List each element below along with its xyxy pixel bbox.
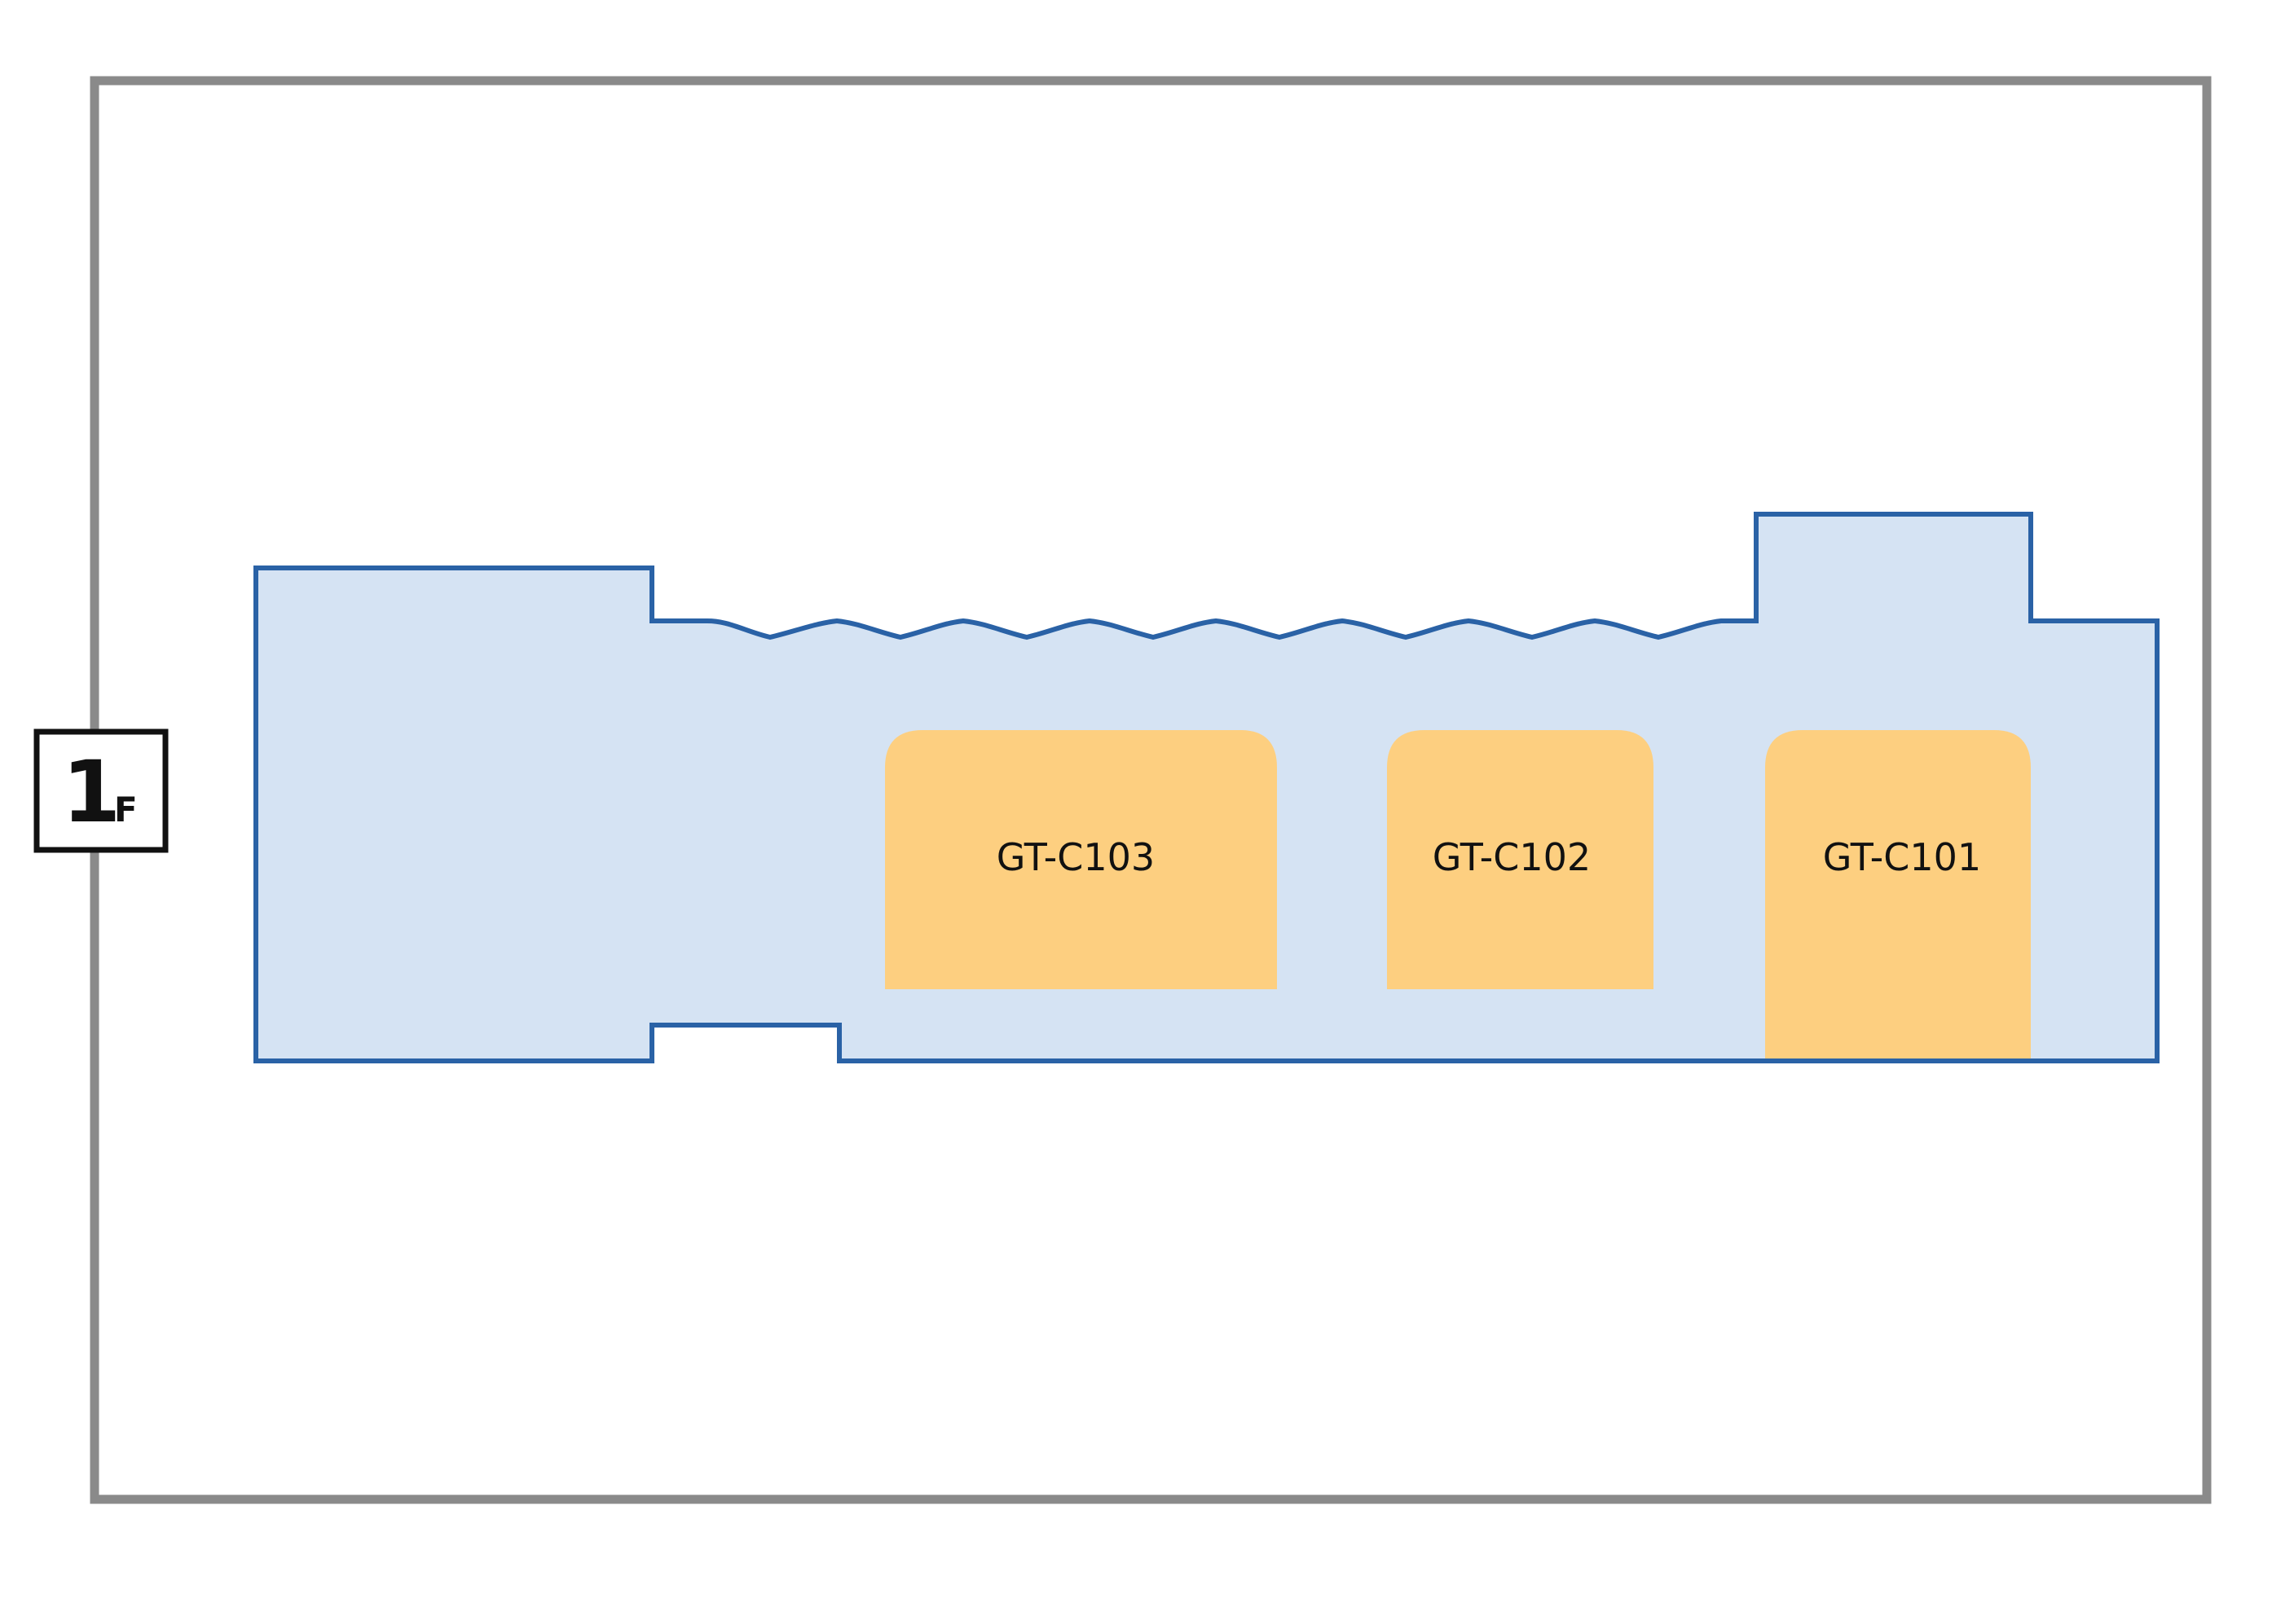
room-label-gt-c101: GT-C101	[1823, 835, 1981, 879]
room-label-gt-c102: GT-C102	[1433, 835, 1591, 879]
room-gt-c103[interactable]	[885, 730, 1277, 989]
room-gt-c102[interactable]	[1387, 730, 1653, 989]
room-label-gt-c103: GT-C103	[997, 835, 1155, 879]
floor-badge: 1 F	[33, 728, 169, 853]
floor-badge-box	[33, 728, 169, 853]
room-gt-c101[interactable]	[1765, 730, 2031, 1058]
floor-suffix: F	[114, 790, 138, 830]
floor-number: 1	[62, 742, 121, 842]
